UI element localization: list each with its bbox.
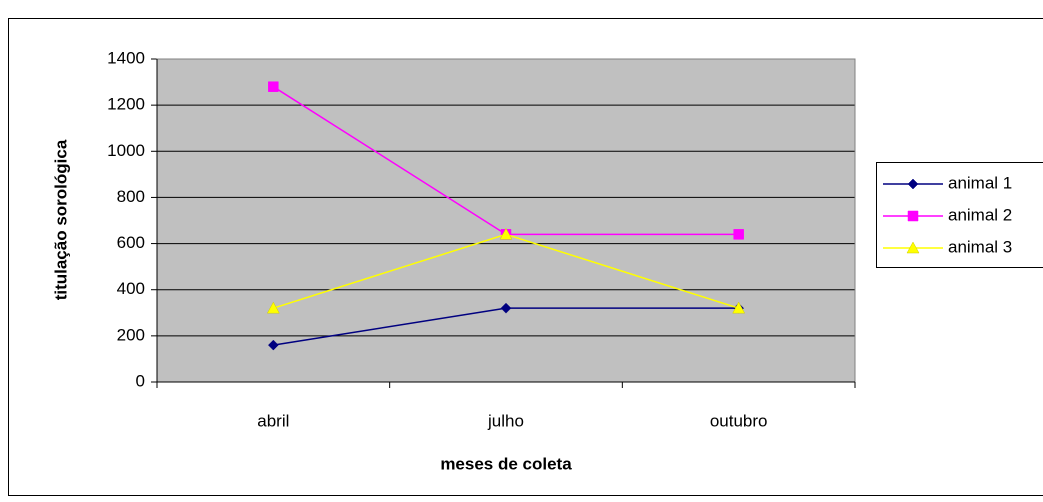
y-tick-label: 200 bbox=[117, 325, 145, 344]
series-marker bbox=[268, 81, 279, 92]
legend-label: animal 3 bbox=[948, 237, 1012, 256]
y-tick-label: 1000 bbox=[107, 141, 145, 160]
y-tick-label: 1400 bbox=[107, 48, 145, 67]
series-marker bbox=[266, 301, 280, 314]
series-marker bbox=[733, 229, 744, 240]
legend-marker bbox=[907, 210, 919, 222]
series-marker bbox=[499, 227, 513, 240]
y-tick-label: 800 bbox=[117, 187, 145, 206]
series-marker bbox=[732, 301, 746, 314]
series-marker bbox=[267, 339, 279, 351]
x-tick-label: julho bbox=[487, 411, 524, 430]
legend-marker bbox=[907, 178, 919, 190]
legend-box bbox=[876, 162, 1043, 268]
y-tick-label: 0 bbox=[136, 371, 145, 390]
y-axis-label: titulação sorológica bbox=[51, 139, 70, 300]
y-tick-label: 400 bbox=[117, 279, 145, 298]
x-axis-label: meses de coleta bbox=[440, 454, 572, 473]
legend-marker bbox=[906, 241, 920, 254]
x-tick-label: abril bbox=[257, 411, 289, 430]
x-tick-label: outubro bbox=[710, 411, 768, 430]
legend-label: animal 1 bbox=[948, 173, 1012, 192]
y-tick-label: 600 bbox=[117, 233, 145, 252]
y-tick-label: 1200 bbox=[107, 95, 145, 114]
series-marker bbox=[500, 302, 512, 314]
plot-area bbox=[157, 59, 855, 382]
legend-label: animal 2 bbox=[948, 205, 1012, 224]
